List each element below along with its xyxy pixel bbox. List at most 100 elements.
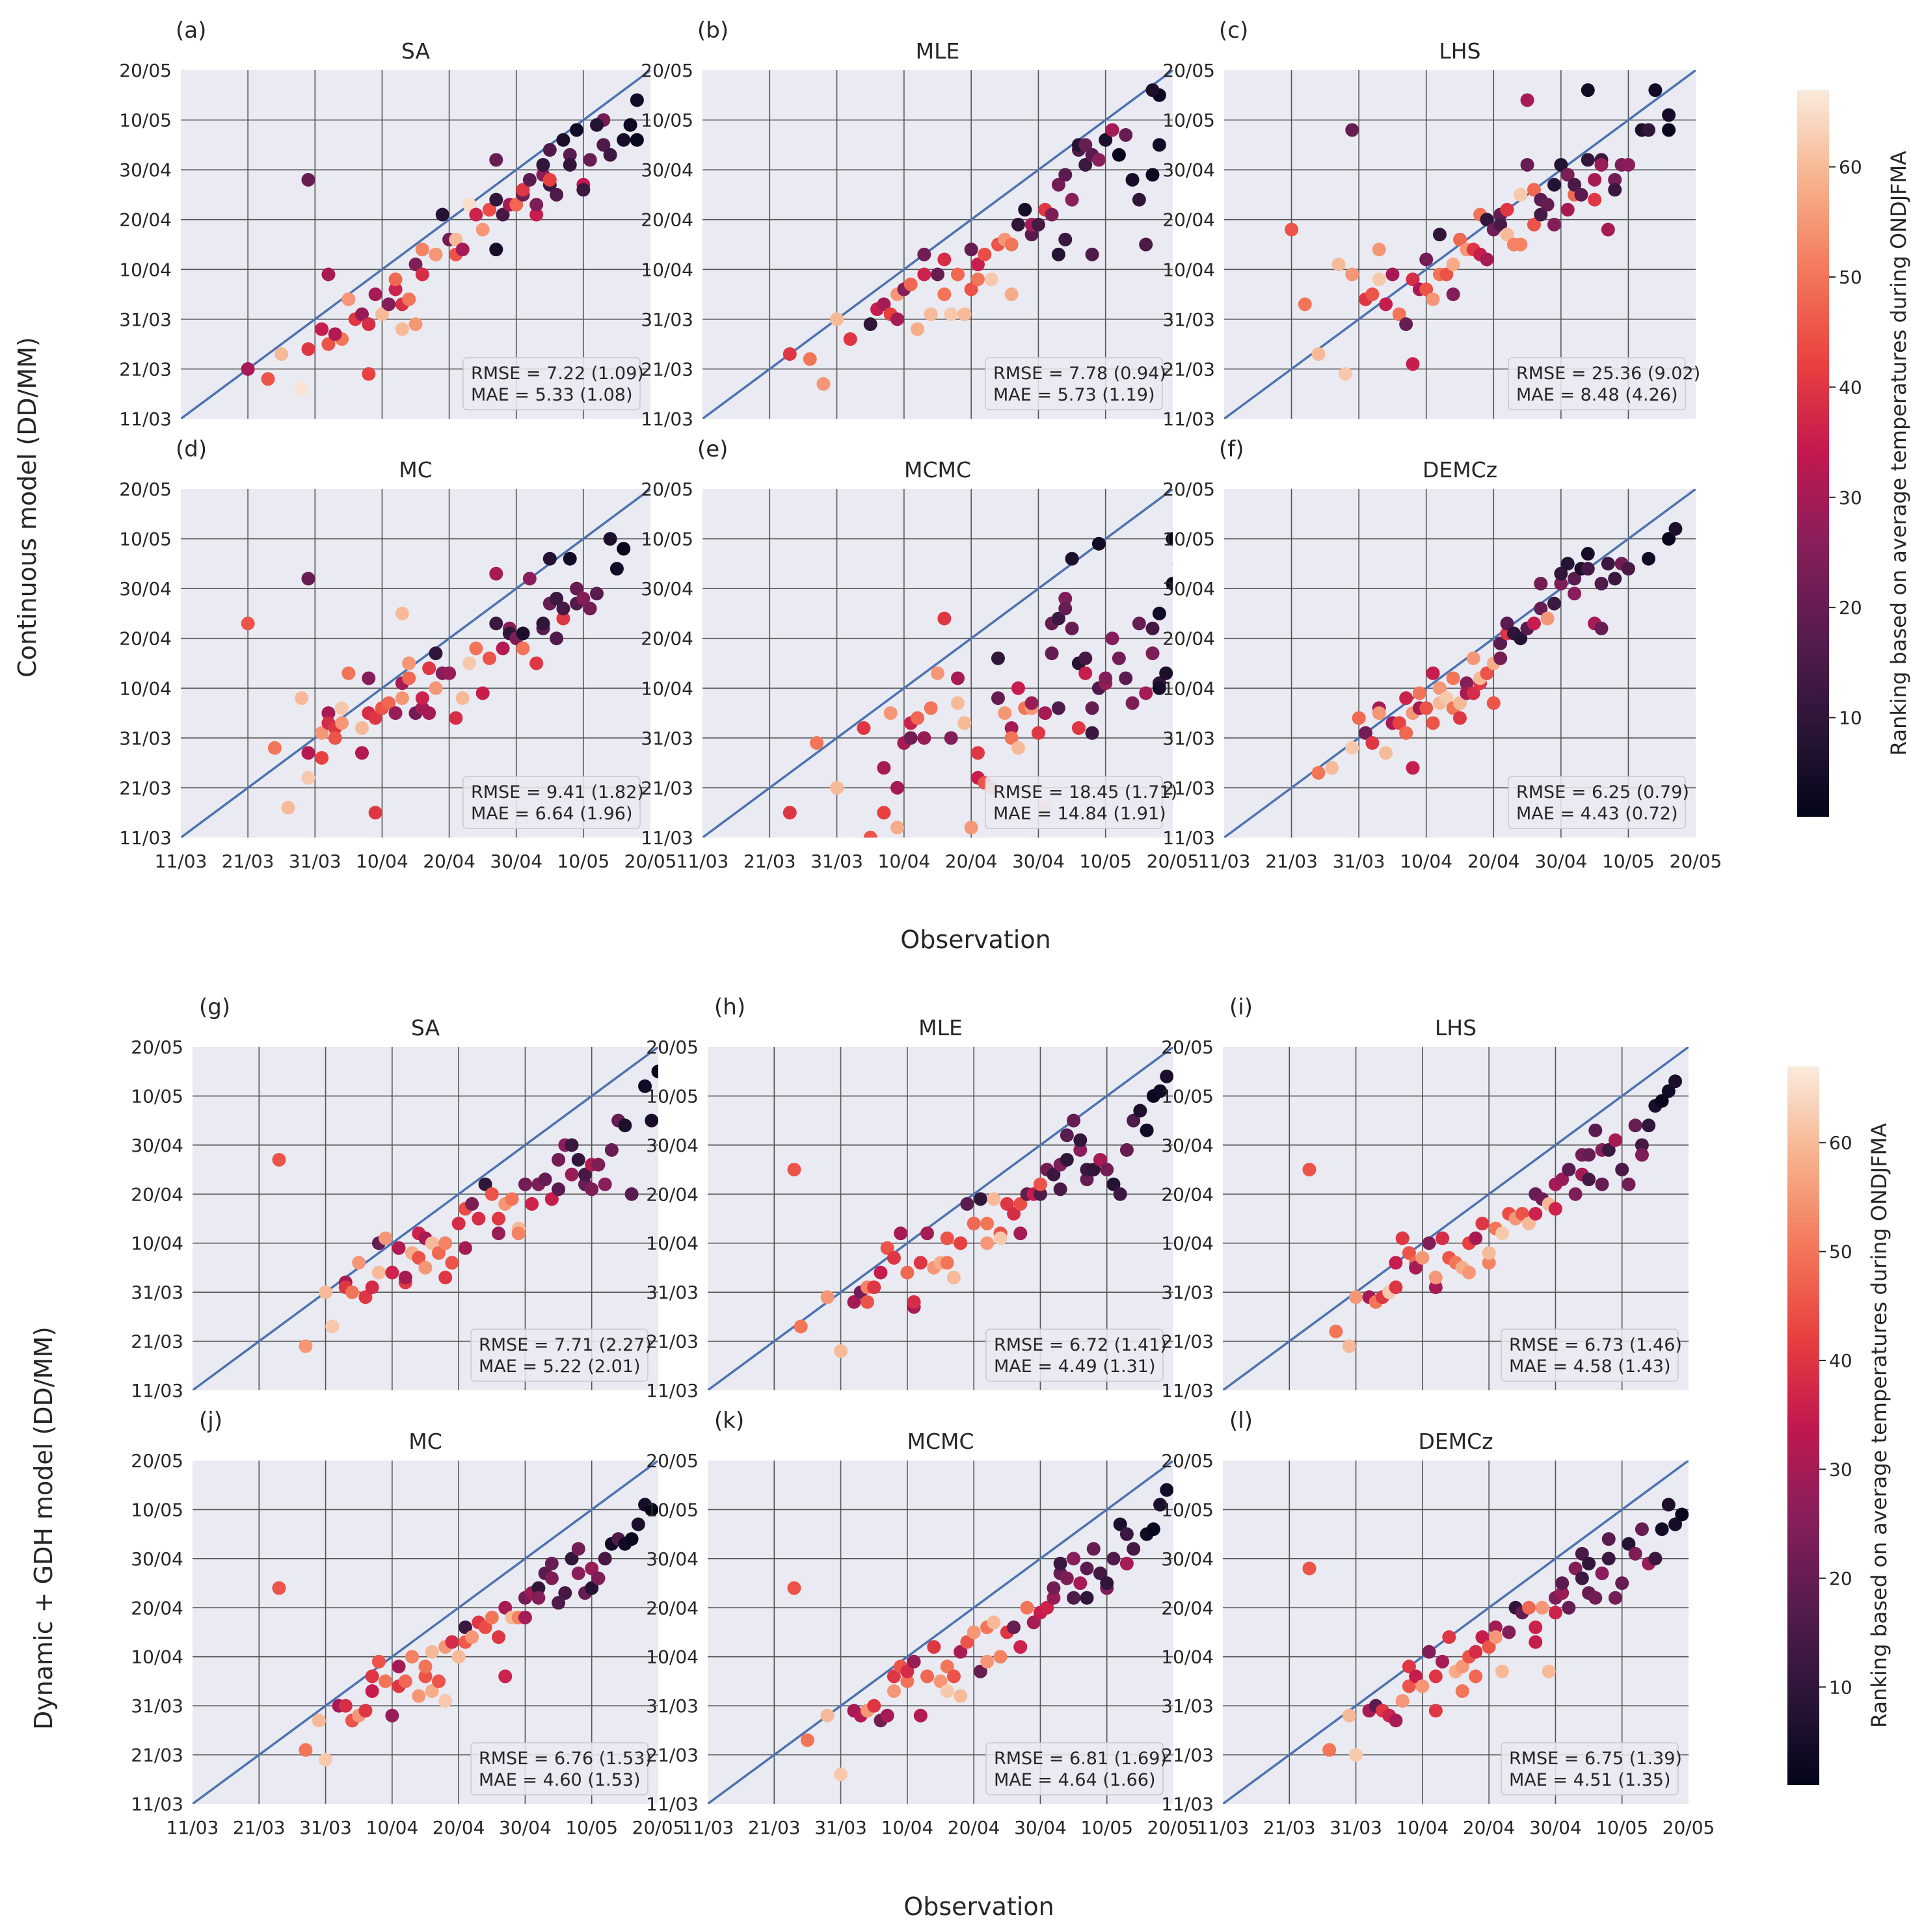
scatter-point (1520, 93, 1534, 107)
y-tick-label: 20/04 (1162, 209, 1215, 231)
scatter-points (272, 1498, 658, 1767)
x-tick-label: 10/04 (878, 851, 931, 872)
y-tick-label: 21/03 (131, 1745, 183, 1766)
scatter-point (1004, 721, 1019, 735)
scatter-point (944, 307, 958, 321)
scatter-point (241, 616, 255, 631)
scatter-point (1372, 706, 1386, 721)
scatter-point (295, 691, 309, 706)
scatter-point (267, 741, 282, 755)
scatter-point (1534, 576, 1548, 590)
y-tick-label: 21/03 (1162, 358, 1215, 380)
x-tick-label: 31/03 (1333, 851, 1385, 872)
scatter-point (1655, 1094, 1669, 1108)
panels-group: 11/03 21/03 31/03 10/04 20/04 30/04 10/05 20/05… (119, 18, 1722, 1838)
panel-title: SA (411, 1015, 440, 1040)
scatter-point (1500, 616, 1514, 631)
scatter-point (954, 1236, 968, 1251)
y-tick-label: 21/03 (1162, 777, 1215, 799)
y-tick-label: 30/04 (646, 1135, 699, 1156)
x-tick-label: 31/03 (299, 1817, 352, 1838)
identity-line (193, 1047, 658, 1390)
y-tick-label: 30/04 (1162, 159, 1215, 181)
scatter-point (1594, 576, 1609, 590)
y-tick-label: 31/03 (1162, 728, 1215, 749)
scatter-point (1548, 1606, 1562, 1620)
panel-label: (k) (714, 1408, 744, 1434)
scatter-point (1439, 691, 1454, 706)
scatter-point (1662, 108, 1676, 122)
x-tick-label: 20/04 (433, 1817, 485, 1838)
scatter-point (931, 666, 944, 680)
scatter-point (1067, 1113, 1081, 1128)
panel-title: MCMC (907, 1429, 974, 1454)
scatter-point (422, 706, 436, 721)
scatter-point (1582, 1148, 1596, 1162)
scatter-point (478, 1620, 492, 1634)
scatter-point (388, 282, 403, 297)
scatter-point (1540, 198, 1555, 212)
scatter-point (485, 1187, 499, 1201)
scatter-point (1500, 228, 1514, 242)
scatter-point (529, 198, 544, 212)
scatter-point (782, 806, 797, 820)
scatter-point (920, 1669, 935, 1684)
scatter-point (1058, 168, 1073, 182)
scatter-point (917, 731, 931, 745)
scatter-points (241, 93, 644, 396)
y-tick-label: 31/03 (119, 728, 172, 749)
y-tick-label: 30/04 (646, 1548, 699, 1570)
scatter-point (847, 1295, 861, 1309)
scatter-points (787, 1483, 1173, 1782)
identity-line (1223, 1461, 1689, 1804)
scatter-point (890, 780, 905, 795)
x-tick-label: 10/05 (1596, 1817, 1648, 1838)
scatter-point (489, 192, 503, 207)
scatter-point (1446, 287, 1460, 302)
scatter-point (1051, 247, 1065, 261)
scatter-point (1575, 1571, 1589, 1585)
colorbar-tick-label: 30 (1829, 1459, 1852, 1480)
scatter-point (1322, 1743, 1337, 1757)
scatter-point (1040, 1600, 1054, 1615)
scatter-point (980, 1654, 995, 1669)
colorbar-tick-label: 50 (1829, 1241, 1852, 1263)
scatter-point (1100, 1163, 1114, 1177)
scatter-point (1482, 1640, 1496, 1654)
scatter-point (354, 721, 369, 735)
scatter-point (1119, 1527, 1134, 1541)
scatter-point (438, 1271, 453, 1285)
scatter-point (489, 153, 503, 167)
scatter-point (538, 1172, 552, 1187)
scatter-point (1345, 267, 1359, 282)
scatter-point (1331, 258, 1346, 272)
scatter-point (1648, 1552, 1663, 1566)
x-tick-label: 21/03 (748, 1817, 801, 1838)
panel-label: (l) (1229, 1408, 1253, 1434)
y-tick-label: 10/05 (1162, 110, 1215, 131)
y-tick-label: 21/03 (641, 358, 693, 380)
scatter-point (638, 1079, 652, 1093)
scatter-point (1100, 1576, 1114, 1591)
panel-title: SA (401, 38, 431, 64)
scatter-point (345, 1285, 359, 1299)
scatter-point (867, 1280, 881, 1295)
scatter-point (1529, 1620, 1543, 1634)
scatter-point (368, 287, 382, 302)
scatter-point (1622, 1177, 1636, 1191)
scatter-point (1486, 696, 1501, 710)
scatter-point (1060, 1128, 1074, 1143)
scatter-point (937, 252, 952, 267)
scatter-point (816, 377, 831, 391)
scatter-point (1628, 1546, 1642, 1561)
scatter-point (1402, 1660, 1416, 1674)
scatter-point (993, 1231, 1008, 1245)
scatter-point (492, 1226, 506, 1241)
y-tick-label: 10/04 (641, 259, 693, 280)
x-tick-label: 20/04 (945, 851, 998, 872)
scatter-point (1119, 1556, 1134, 1570)
scatter-point (354, 746, 369, 760)
scatter-point (550, 631, 564, 646)
scatter-point (617, 133, 631, 147)
panel-sa-top: 11/03 21/03 31/03 10/04 20/04 30/04 10/05 20/05… (119, 18, 650, 430)
